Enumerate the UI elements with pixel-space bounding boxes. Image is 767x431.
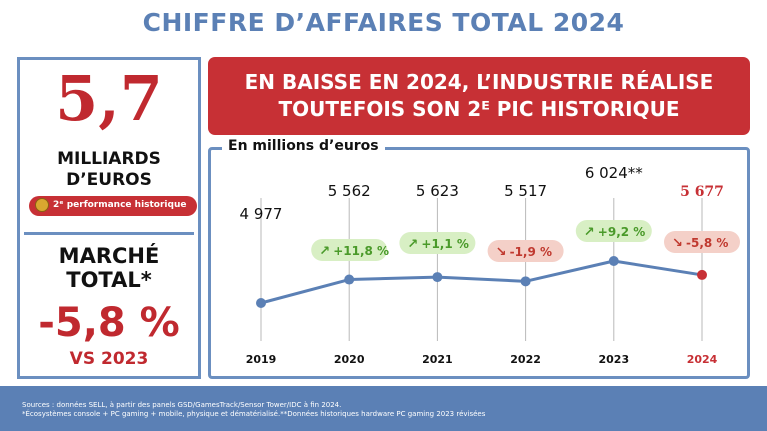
headline-banner: EN BAISSE EN 2024, L’INDUSTRIE RÉALISE T…	[208, 57, 750, 135]
change-label-2023: +9,2 %	[598, 225, 646, 239]
value-label-2023: 6 024**	[585, 164, 643, 182]
total-value: 5,7	[55, 62, 163, 135]
market-line-1: MARCHÉ	[58, 244, 160, 268]
x-tick-label-2023: 2023	[598, 353, 629, 366]
value-label-2020: 5 562	[328, 182, 371, 200]
unit-line-2: D’EUROS	[66, 170, 152, 191]
x-tick-label-2021: 2021	[422, 353, 453, 366]
series-line	[260, 259, 703, 305]
unit-line-1: MILLIARDS	[57, 149, 161, 169]
footer-notes: *Écosystèmes console + PC gaming + mobil…	[22, 410, 486, 418]
market-change: -5,8 %	[38, 300, 180, 346]
value-label-2024: 5 677	[680, 184, 724, 200]
performance-badge: 2ᵉ performance historique	[29, 196, 197, 216]
trend-down-icon-2022: ↘	[496, 245, 507, 260]
change-badge-2020	[311, 239, 388, 261]
x-tick-label-2024: 2024	[687, 353, 718, 366]
change-label-2021: +1,1 %	[421, 237, 469, 251]
change-badge-2022	[487, 240, 564, 262]
change-badge-2023	[575, 220, 652, 242]
trend-up-icon-2023: ↗	[584, 225, 595, 240]
chart-card	[208, 147, 750, 379]
trend-down-icon-2024: ↘	[672, 236, 683, 251]
data-point-2023	[608, 256, 619, 266]
x-tick-label-2020: 2020	[334, 353, 365, 366]
change-label-2024: -5,8 %	[686, 236, 728, 250]
data-point-2022	[520, 276, 531, 287]
value-label-2022: 5 517	[504, 182, 547, 200]
trend-up-icon-2020: ↗	[319, 244, 330, 259]
data-point-2020	[344, 274, 355, 285]
y-axis-unit-label: En millions d’euros	[222, 138, 385, 154]
performance-badge-label: 2ᵉ performance historique	[53, 200, 187, 210]
market-comparison: VS 2023	[69, 349, 149, 369]
medal-icon	[35, 198, 49, 212]
x-tick-label-2022: 2022	[510, 353, 541, 366]
change-badge-2024	[664, 231, 740, 253]
value-label-2021: 5 623	[416, 182, 459, 200]
footer-sources: Sources : données SELL, à partir des pan…	[22, 401, 342, 409]
data-point-2024	[697, 269, 707, 280]
data-point-2019	[256, 298, 266, 308]
banner-line-2: TOUTEFOIS SON 2ᴱ PIC HISTORIQUE	[278, 97, 680, 121]
change-label-2022: -1,9 %	[510, 245, 552, 259]
change-badge-2021	[399, 232, 476, 254]
page-title: CHIFFRE D’AFFAIRES TOTAL 2024	[142, 8, 625, 37]
market-line-2: TOTAL*	[66, 268, 152, 293]
banner-line-1: EN BAISSE EN 2024, L’INDUSTRIE RÉALISE	[244, 70, 714, 94]
data-point-2021	[432, 272, 443, 283]
divider	[24, 232, 194, 235]
x-tick-label-2019: 2019	[246, 353, 277, 366]
footer: Sources : données SELL, à partir des pan…	[0, 386, 767, 431]
change-label-2020: +11,8 %	[333, 244, 389, 258]
value-label-2019: 4 977	[240, 205, 283, 223]
trend-up-icon-2021: ↗	[407, 237, 418, 252]
total-value-unit: MILLIARDS D’EUROS	[20, 149, 198, 192]
market-label: MARCHÉ TOTAL*	[20, 244, 198, 292]
summary-card: 5,7 MILLIARDS D’EUROS 2ᵉ performance his…	[17, 57, 201, 379]
